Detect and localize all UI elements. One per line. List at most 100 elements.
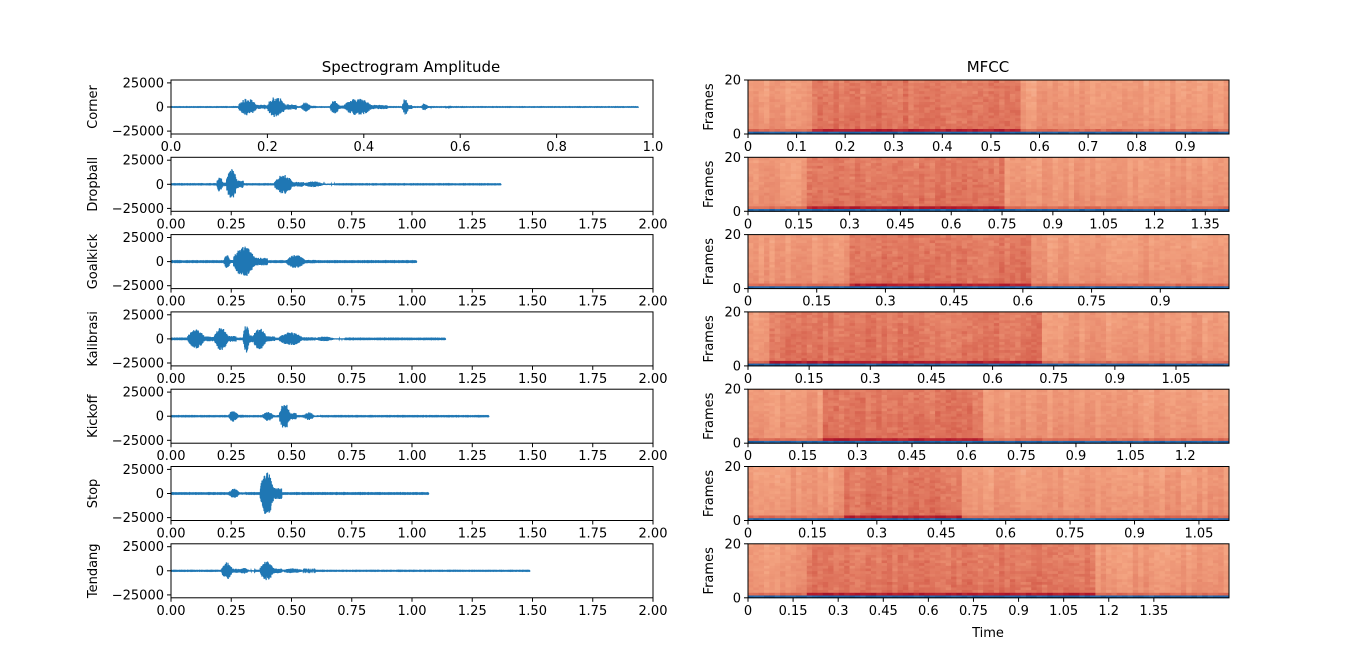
mfcc-cell [865,90,872,94]
mfcc-cell [833,80,840,84]
mfcc-cell [780,80,786,84]
mfcc-cell [1090,189,1096,193]
mfcc-cell [1052,269,1059,273]
mfcc-cell [844,275,850,279]
mfcc-cell [1036,272,1043,276]
mfcc-cell [897,258,904,262]
mfcc-cell [1164,189,1171,193]
mfcc-cell [1052,203,1059,207]
mfcc-cell [801,272,808,276]
mfcc-cell [785,283,792,287]
mfcc-cell [838,242,845,246]
mfcc-cell [1041,250,1048,254]
mfcc-cell [870,107,877,111]
x-tick-label: 0.9 [1043,217,1064,232]
mfcc-cell [1127,98,1134,102]
mfcc-cell [983,90,989,94]
mfcc-cell [833,195,840,199]
x-tick-label: 0.4 [932,140,953,155]
mfcc-cell [956,178,963,182]
mfcc-cell [801,117,808,121]
mfcc-cell [940,280,947,284]
mfcc-cell [951,261,957,265]
mfcc-cell [929,80,936,84]
mfcc-cell [1047,165,1054,169]
mfcc-cell [748,248,754,252]
mfcc-cell [892,90,899,94]
mfcc-cell [1148,85,1155,89]
mfcc-cell [1004,120,1011,124]
mfcc-cell [769,82,776,86]
mfcc-cell [972,178,979,182]
mfcc-cell [951,178,957,182]
mfcc-cell [1009,120,1016,124]
mfcc-cell [876,253,883,257]
mfcc-cell [822,178,829,182]
mfcc-cell [1202,157,1209,161]
mfcc-cell [1170,200,1176,204]
mfcc-cell [1084,125,1091,129]
mfcc-cell [1079,165,1086,169]
mfcc-cell [897,120,904,124]
mfcc-cell [1116,173,1123,177]
mfcc-cell [951,120,957,124]
mfcc-cell [828,82,834,86]
mfcc-cell [951,195,957,199]
mfcc-cell [817,93,824,97]
mfcc-cell [951,208,957,212]
mfcc-cell [1015,112,1021,116]
mfcc-cell [1068,187,1075,191]
mfcc-cell [865,192,872,196]
mfcc-cell [1132,123,1139,127]
mfcc-cell [1127,165,1134,169]
mfcc-cell [780,187,786,191]
mfcc-cell [1218,168,1225,172]
mfcc-cell [945,93,952,97]
mfcc-cell [748,176,754,180]
mfcc-cell [886,93,893,97]
mfcc-cell [924,240,931,244]
mfcc-cell [972,173,979,177]
mfcc-cell [876,90,883,94]
mfcc-cell [956,80,963,84]
mfcc-cell [993,170,1000,174]
mfcc-cell [801,195,808,199]
mfcc-cell [961,189,968,193]
mfcc-cell [908,168,915,172]
mfcc-cell [1138,88,1144,92]
mfcc-cell [1148,176,1155,180]
mfcc-cell [1068,85,1075,89]
x-tick-label: 0.5 [981,140,1002,155]
mfcc-cell [945,184,952,188]
mfcc-cell [764,98,770,102]
mfcc-cell [796,283,802,287]
mfcc-cell [854,85,861,89]
mfcc-cell [780,269,786,273]
mfcc-cell [972,109,979,113]
mfcc-cell [865,125,872,129]
mfcc-cell [935,131,941,135]
mfcc-cell [897,85,904,89]
mfcc-cell [870,157,877,161]
mfcc-cell [790,168,797,172]
mfcc-cell [790,275,797,279]
mfcc-cell [870,237,877,241]
mfcc-cell [758,104,765,108]
mfcc-cell [1020,200,1027,204]
mfcc-cell [1212,165,1219,169]
mfcc-cell [993,245,1000,249]
x-tick-label: 1.00 [398,604,427,619]
mfcc-cell [945,283,952,287]
mfcc-cell [983,82,989,86]
mfcc-cell [924,192,931,196]
mfcc-cell [854,285,861,289]
mfcc-cell [1218,170,1225,174]
mfcc-cell [1041,112,1048,116]
mfcc-cell [1025,178,1032,182]
mfcc-cell [876,264,883,268]
mfcc-cell [769,200,776,204]
mfcc-cell [801,237,808,241]
mfcc-cell [1009,192,1016,196]
mfcc-cell [940,101,947,105]
